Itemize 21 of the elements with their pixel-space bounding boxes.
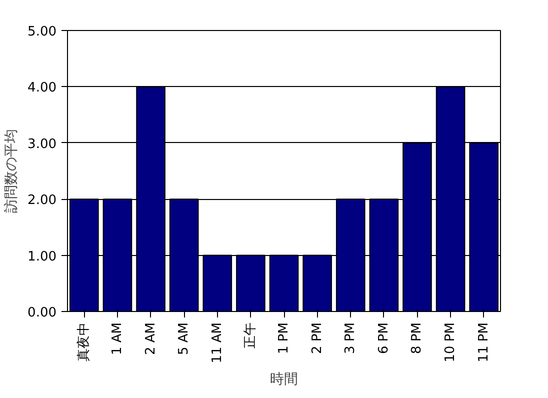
y-tick-label: 3.00 [28, 136, 57, 152]
y-axis-title: 訪問数の平均 [4, 129, 20, 213]
x-tick-label: 11 PM [476, 322, 492, 362]
x-tick-label: 10 PM [443, 322, 458, 362]
y-tick-label: 4.00 [28, 80, 57, 96]
x-tick-label: 1 AM [110, 322, 125, 356]
x-tick-label: 5 AM [176, 322, 192, 356]
x-tick-label: 6 PM [376, 322, 392, 354]
x-tick-label: 3 PM [343, 322, 358, 354]
x-tick-label: 1 PM [276, 322, 292, 354]
x-tick-label: 真夜中 [76, 322, 92, 362]
x-tick-label: 11 AM [210, 322, 225, 364]
y-tick-label: 1.00 [28, 249, 57, 264]
x-tick-label: 2 PM [310, 322, 325, 354]
y-tick-label: 5.00 [28, 24, 57, 40]
y-tick-label: 0.00 [28, 306, 57, 320]
x-tick-label: 正午 [243, 322, 258, 348]
x-tick-label: 2 AM [143, 322, 158, 356]
x-axis-title: 時間 [270, 371, 298, 388]
x-tick-label: 8 PM [410, 322, 425, 354]
y-tick-label: 2.00 [28, 193, 57, 208]
